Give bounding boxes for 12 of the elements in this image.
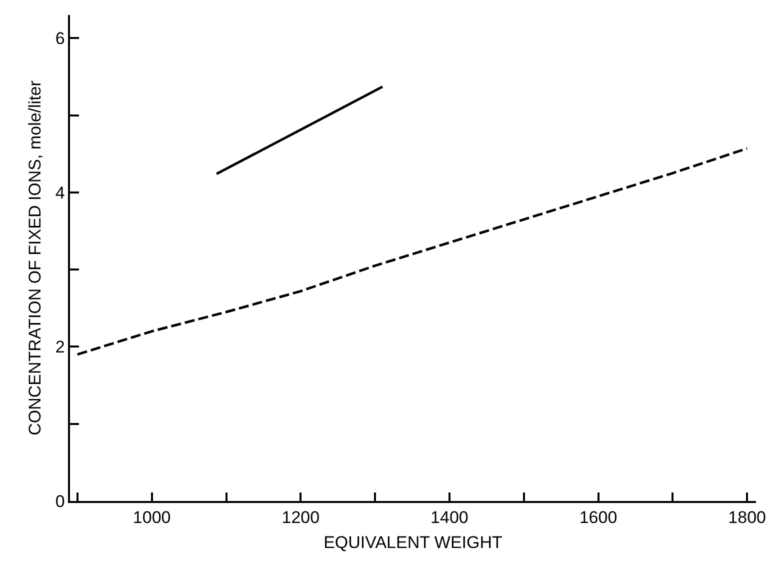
x-tick-label: 1600 xyxy=(579,508,618,528)
x-tick-label: 1800 xyxy=(728,508,766,528)
y-axis-title: CONCENTRATION OF FIXED IONS, mole/liter xyxy=(25,80,44,436)
y-tick-label: 4 xyxy=(55,183,65,202)
line-series xyxy=(76,147,748,356)
x-tick-label: 1200 xyxy=(282,508,320,528)
y-tick-label: 6 xyxy=(55,29,65,48)
y-tick-label: 0 xyxy=(55,492,65,511)
x-tick-label: 1400 xyxy=(430,508,468,528)
y-tick-label: 2 xyxy=(55,338,65,357)
x-axis-title: EQUIVALENT WEIGHT xyxy=(324,533,502,552)
x-tick-label: 1000 xyxy=(132,508,171,528)
